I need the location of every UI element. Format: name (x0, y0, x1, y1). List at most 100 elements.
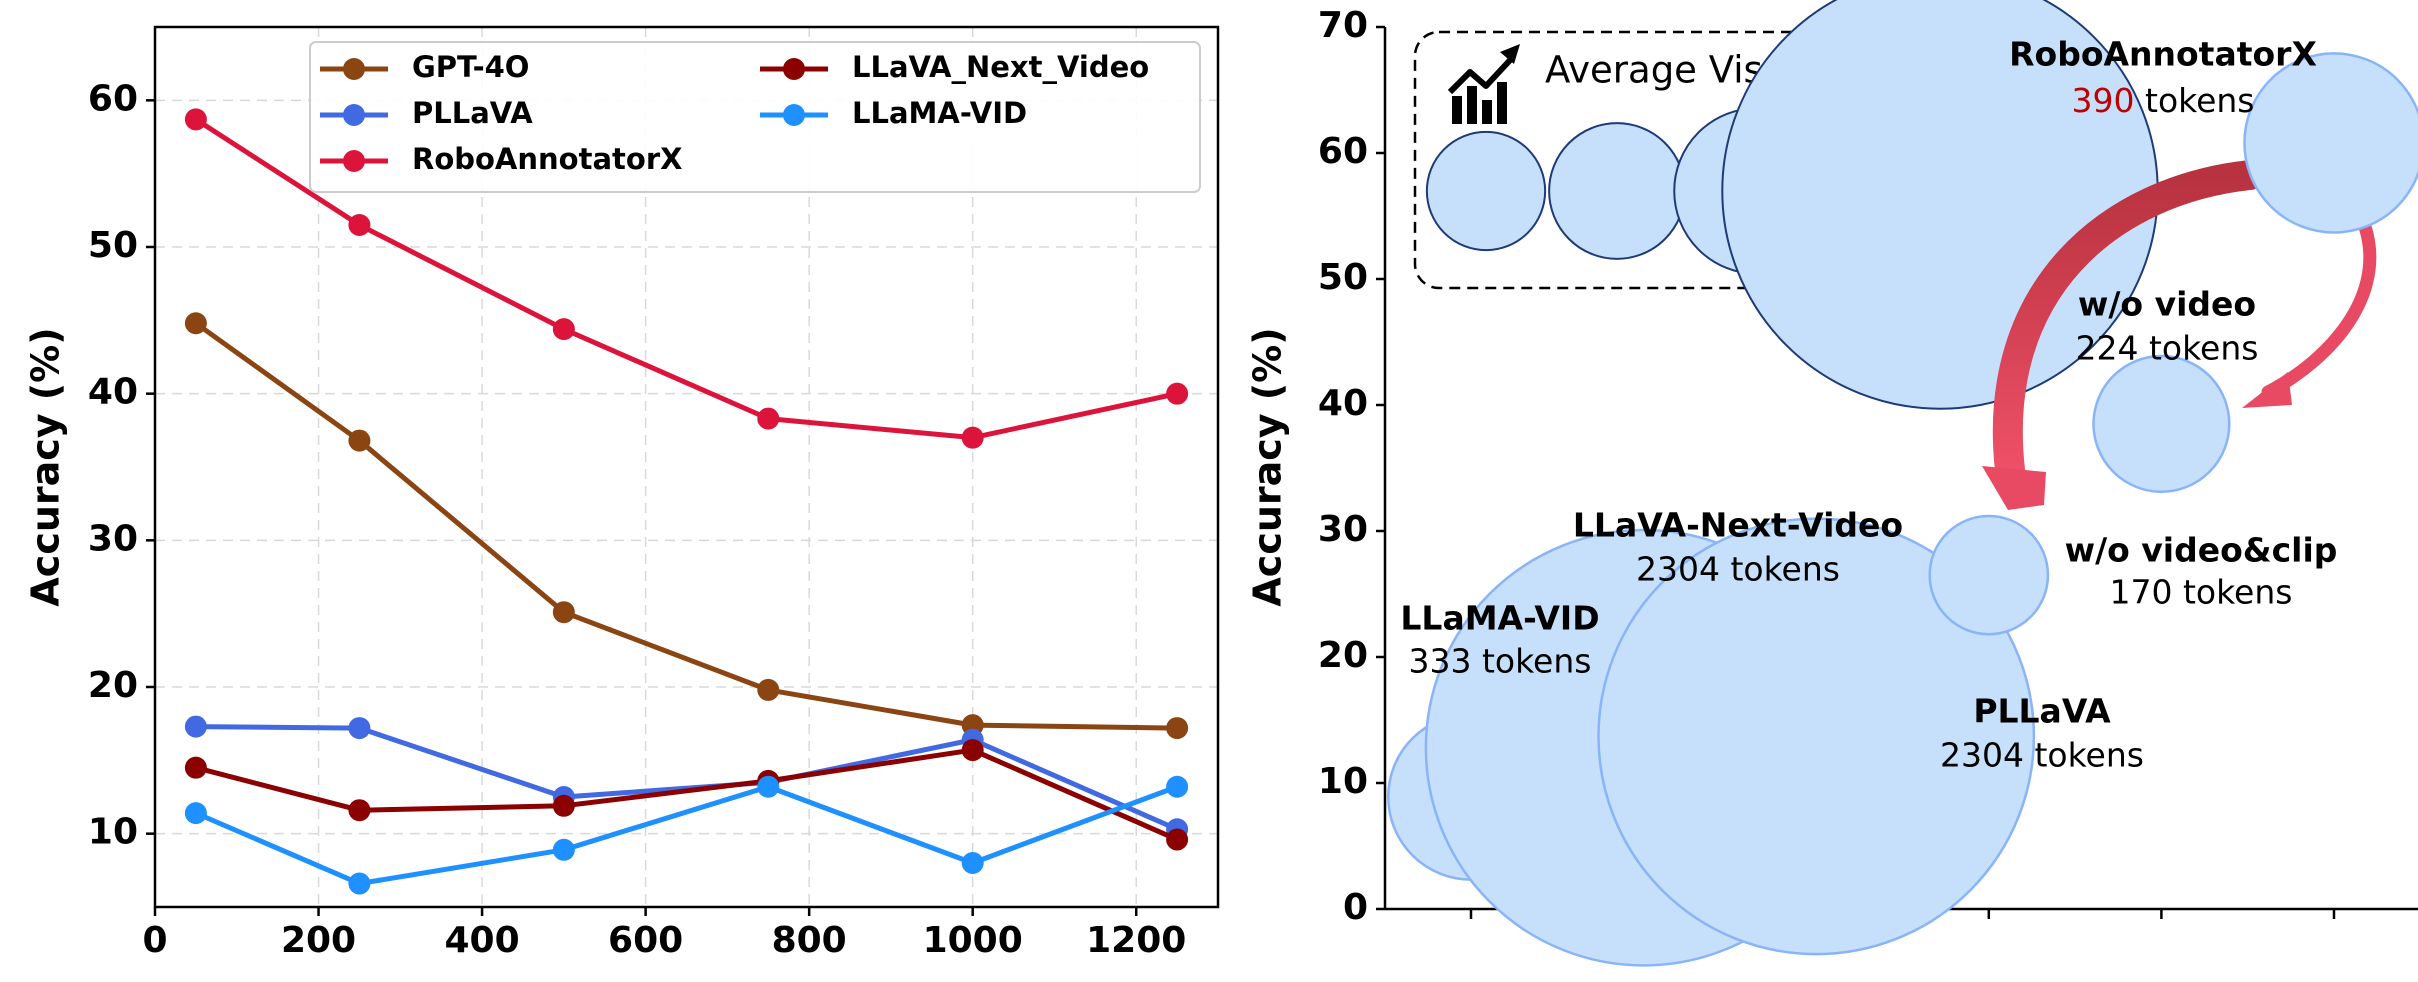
x-tick-label-200: 200 (281, 920, 356, 961)
bubble-w-o-video-clip (1928, 514, 2050, 636)
legend-marker-gpt-4o (343, 58, 365, 80)
tokens-highlight-value: 390 (2072, 81, 2135, 120)
line-chart-plot-frame (153, 25, 1220, 909)
annotation-roboannotatorx-model: RoboAnnotatorX (2009, 35, 2317, 74)
annotation-without-video-tokens: 224 tokens (2076, 329, 2259, 368)
annotation-llama-vid-model: LLaMA-VID (1400, 599, 1599, 638)
legend-entry-llava-next-video: LLaVA_Next_Video (760, 50, 1149, 84)
size-legend-bubble-170 (1425, 130, 1547, 252)
annotation-roboannotatorx-tokens: 390 tokens (2072, 81, 2255, 120)
annotation-without-video-clip: w/o video&clip 170 tokens (2065, 531, 2338, 612)
tokens-suffix: tokens (2145, 81, 2254, 120)
data-point-llama-vid-750 (757, 775, 780, 798)
legend-entry-roboannotatorx: RoboAnnotatorX (320, 142, 682, 176)
x-tick-label-600: 600 (608, 920, 683, 961)
size-legend-bubble-224 (1548, 122, 1686, 260)
bubble-y-tick-label-0: 0 (1343, 887, 1368, 928)
bubble-roboannotatorx (2243, 52, 2418, 234)
y-tick-label-10: 10 (88, 812, 138, 853)
data-point-roboannotatorx-1000 (961, 426, 984, 449)
bubble-y-tick-label-40: 40 (1318, 383, 1368, 424)
data-point-gpt-4o-250 (348, 429, 371, 452)
bubble-y-tick-label-60: 60 (1318, 131, 1368, 172)
data-point-llava-next-video-1250 (1166, 828, 1189, 851)
line-chart-x-ticks: 0 200 400 600 800 1000 1200 (142, 907, 1186, 961)
x-tick-label-800: 800 (772, 920, 847, 961)
series-line-gpt-4o (194, 321, 1178, 731)
legend-label-llava-next-video: LLaVA_Next_Video (852, 50, 1149, 84)
series-line-pllava (195, 724, 1179, 832)
legend-entry-pllava: PLLaVA (320, 96, 533, 130)
bubble-chart-points (1386, 52, 2418, 967)
data-point-llava-next-video-500 (552, 794, 575, 817)
bubble-pllava (1597, 517, 2036, 956)
bubble-chart-y-ticks: 0 10 20 30 40 50 60 70 (1318, 5, 1385, 928)
y-tick-label-60: 60 (88, 78, 138, 119)
line-chart-y-ticks: 10 20 30 40 50 60 (88, 78, 155, 853)
annotation-without-video: w/o video 224 tokens (2076, 285, 2259, 368)
legend-box (309, 41, 1201, 193)
series-line-llama-vid (194, 784, 1178, 887)
data-point-pllava-250 (348, 717, 371, 740)
data-point-gpt-4o-500 (552, 601, 575, 624)
x-tick-label-1000: 1000 (923, 920, 1023, 961)
data-point-llama-vid-50 (184, 802, 207, 825)
annotation-llava-next-video: LLaVA-Next-Video 2304 tokens (1573, 506, 1903, 589)
y-tick-label-30: 30 (88, 518, 138, 559)
legend-marker-llava-next-video (783, 58, 805, 80)
bubble-y-tick-label-50: 50 (1318, 257, 1368, 298)
annotation-llama-vid-tokens: 333 tokens (1409, 642, 1592, 681)
data-point-llava-next-video-50 (184, 756, 207, 779)
annotation-roboannotatorx: RoboAnnotatorX 390 tokens (2009, 35, 2317, 120)
legend-label-llama-vid: LLaMA-VID (852, 96, 1027, 130)
line-chart-series (184, 108, 1189, 895)
data-point-gpt-4o-750 (757, 678, 780, 701)
annotation-pllava-tokens: 2304 tokens (1940, 736, 2144, 775)
data-point-llama-vid-500 (552, 838, 575, 861)
legend-label-roboannotatorx: RoboAnnotatorX (412, 142, 682, 176)
annotation-pllava-model: PLLaVA (1973, 692, 2111, 731)
bubble-y-tick-label-20: 20 (1318, 635, 1368, 676)
bubble-chart-y-axis-label: Accuracy (%) (1246, 327, 1290, 606)
data-point-llava-next-video-1000 (961, 739, 984, 762)
data-point-roboannotatorx-750 (757, 407, 780, 430)
y-tick-label-40: 40 (88, 372, 138, 413)
x-tick-label-400: 400 (444, 920, 519, 961)
legend-marker-llama-vid (783, 104, 805, 126)
annotation-llama-vid: LLaMA-VID 333 tokens (1400, 599, 1599, 681)
annotation-pllava: PLLaVA 2304 tokens (1940, 692, 2144, 775)
legend-label-pllava: PLLaVA (412, 96, 533, 130)
arrow-to-without-video (2242, 207, 2377, 408)
line-chart-y-axis-label: Accuracy (%) (24, 327, 68, 606)
bubble-y-tick-label-70: 70 (1318, 5, 1368, 46)
annotation-without-video-clip-model: w/o video&clip (2065, 531, 2338, 570)
bubble-y-tick-label-10: 10 (1318, 761, 1368, 802)
legend-marker-roboannotatorx (343, 150, 365, 172)
legend-entry-gpt-4o: GPT-4O (320, 50, 529, 84)
data-point-roboannotatorx-50 (184, 108, 207, 131)
line-chart: 0 200 400 600 800 1000 1200 10 20 30 40 50 60 Accur… (24, 25, 1220, 961)
legend-marker-pllava (343, 104, 365, 126)
data-point-llama-vid-250 (348, 872, 371, 895)
data-point-llava-next-video-250 (348, 799, 371, 822)
annotation-llava-next-video-model: LLaVA-Next-Video (1573, 506, 1903, 545)
trend-chart-icon (1447, 44, 1520, 124)
data-point-llama-vid-1250 (1166, 775, 1189, 798)
x-tick-label-1200: 1200 (1086, 920, 1186, 961)
data-point-roboannotatorx-500 (552, 318, 575, 341)
series-line-llava-next-video (195, 747, 1179, 842)
arrow-to-without-video-clip (1982, 160, 2265, 510)
bubble-y-tick-label-30: 30 (1318, 509, 1368, 550)
annotation-without-video-clip-tokens: 170 tokens (2110, 573, 2293, 612)
annotation-without-video-model: w/o video (2078, 285, 2256, 324)
line-chart-legend: GPT-4O PLLaVA RoboAnnotatorX LLaVA_Next_… (309, 41, 1201, 193)
data-point-pllava-50 (184, 715, 207, 738)
data-point-llama-vid-1000 (961, 852, 984, 874)
data-point-gpt-4o-1250 (1166, 717, 1189, 740)
legend-entry-llama-vid: LLaMA-VID (760, 96, 1027, 130)
data-point-gpt-4o-50 (184, 312, 207, 335)
y-tick-label-20: 20 (88, 665, 138, 706)
data-point-roboannotatorx-1250 (1166, 382, 1189, 405)
